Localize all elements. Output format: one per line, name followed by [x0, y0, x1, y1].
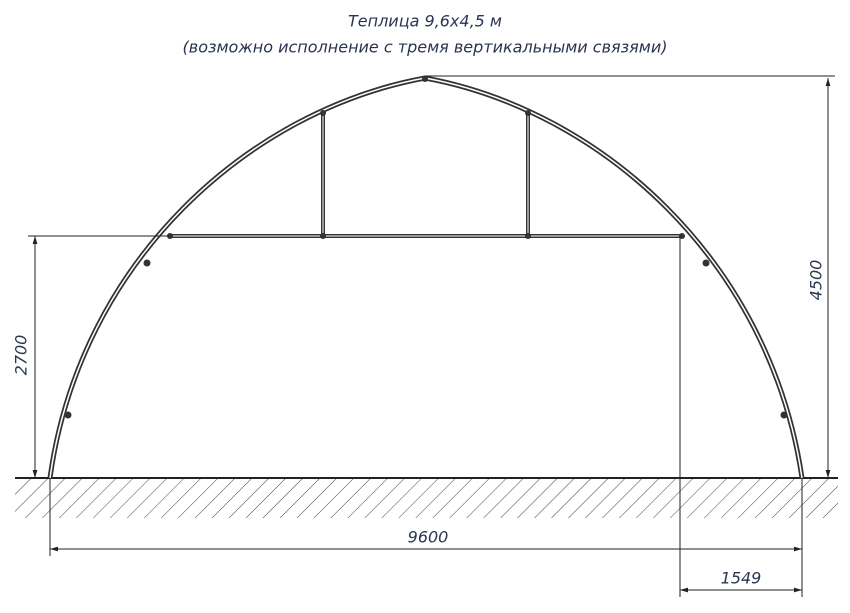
width-label: 9600 — [408, 528, 449, 547]
height-label: 4500 — [807, 260, 826, 301]
title: Теплица 9,6х4,5 м — [348, 12, 502, 31]
subtitle: (возможно исполнение с тремя вертикальны… — [183, 38, 668, 57]
ground — [15, 477, 838, 518]
wall-height-label: 2700 — [12, 335, 31, 376]
frame — [47, 75, 805, 479]
dimensions: 4500 2700 9600 1549 — [12, 75, 835, 597]
offset-label: 1549 — [721, 569, 762, 588]
